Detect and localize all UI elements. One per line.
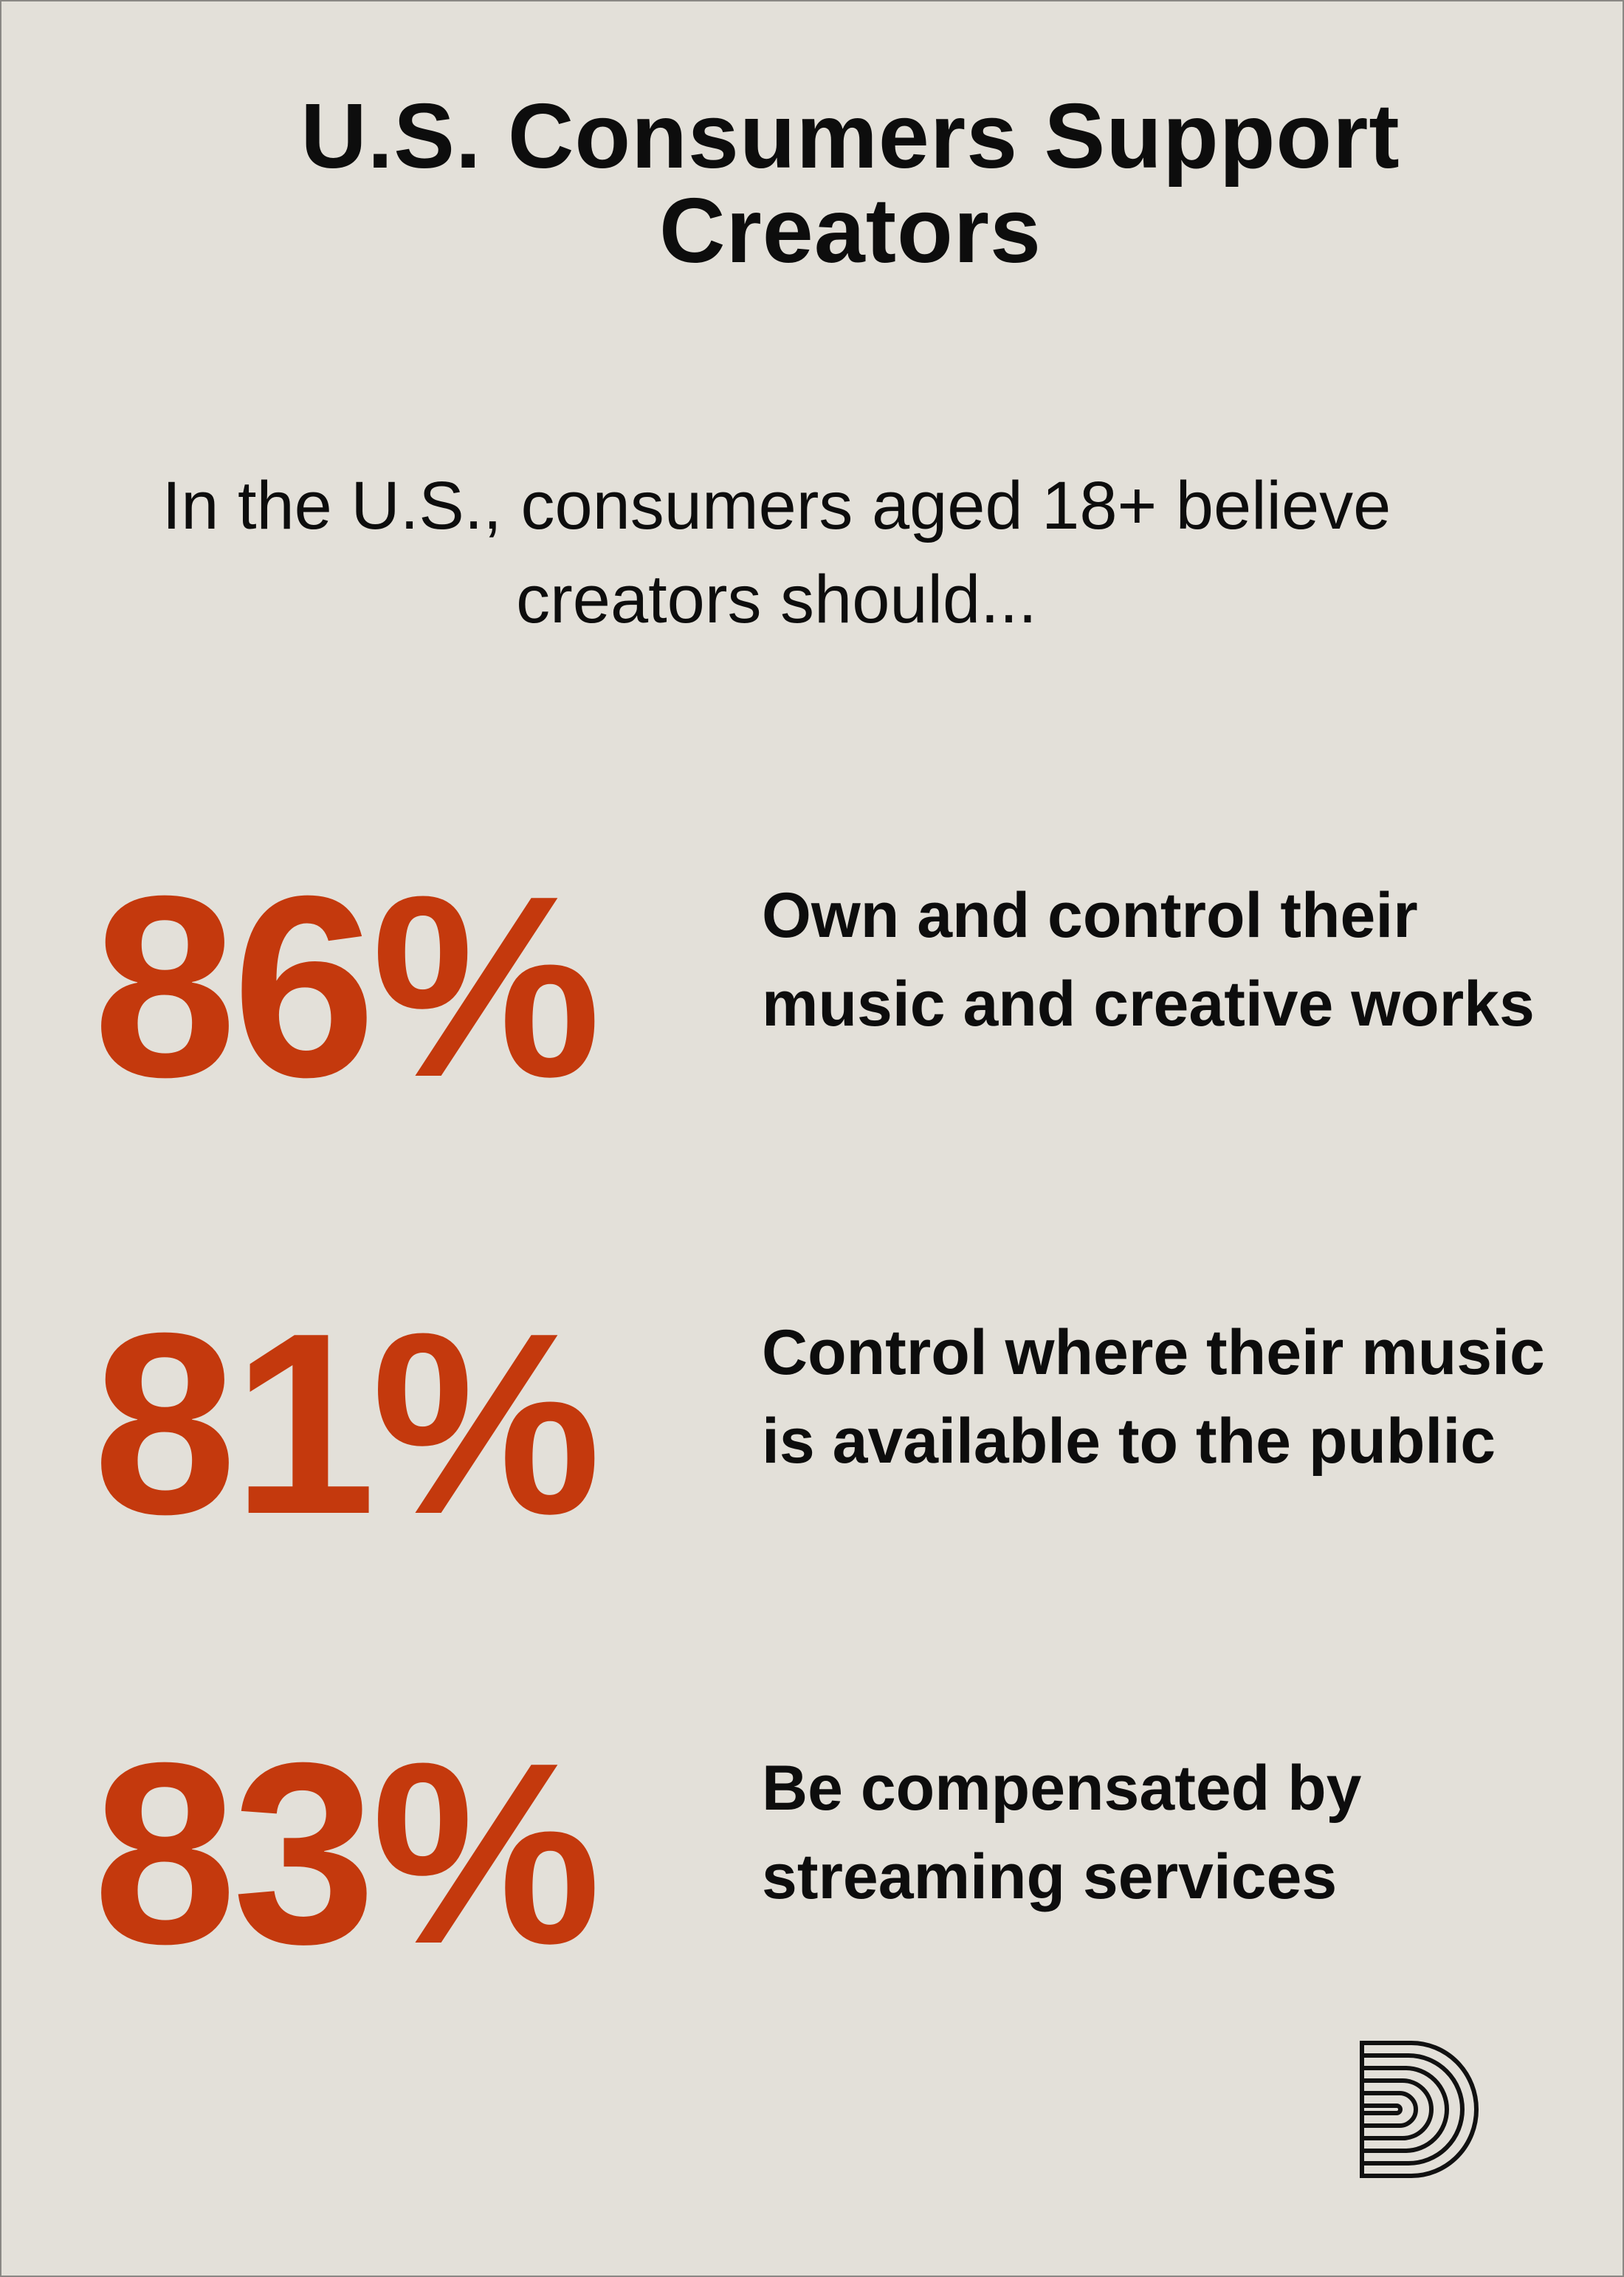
concentric-d-logo-icon bbox=[1360, 2041, 1479, 2178]
stat-description: Own and control their music and creative… bbox=[762, 880, 1535, 1040]
page-title: U.S. Consumers Support Creators bbox=[300, 86, 1400, 282]
stat-description: Control where their music is available t… bbox=[762, 1317, 1545, 1477]
stat-percent: 83% bbox=[93, 1709, 602, 1998]
page-subtitle: In the U.S., consumers aged 18+ believe … bbox=[162, 468, 1391, 637]
stat-percent: 81% bbox=[93, 1280, 602, 1568]
stat-description: Be compensated by streaming services bbox=[762, 1753, 1362, 1913]
stat-percent: 86% bbox=[93, 842, 602, 1131]
